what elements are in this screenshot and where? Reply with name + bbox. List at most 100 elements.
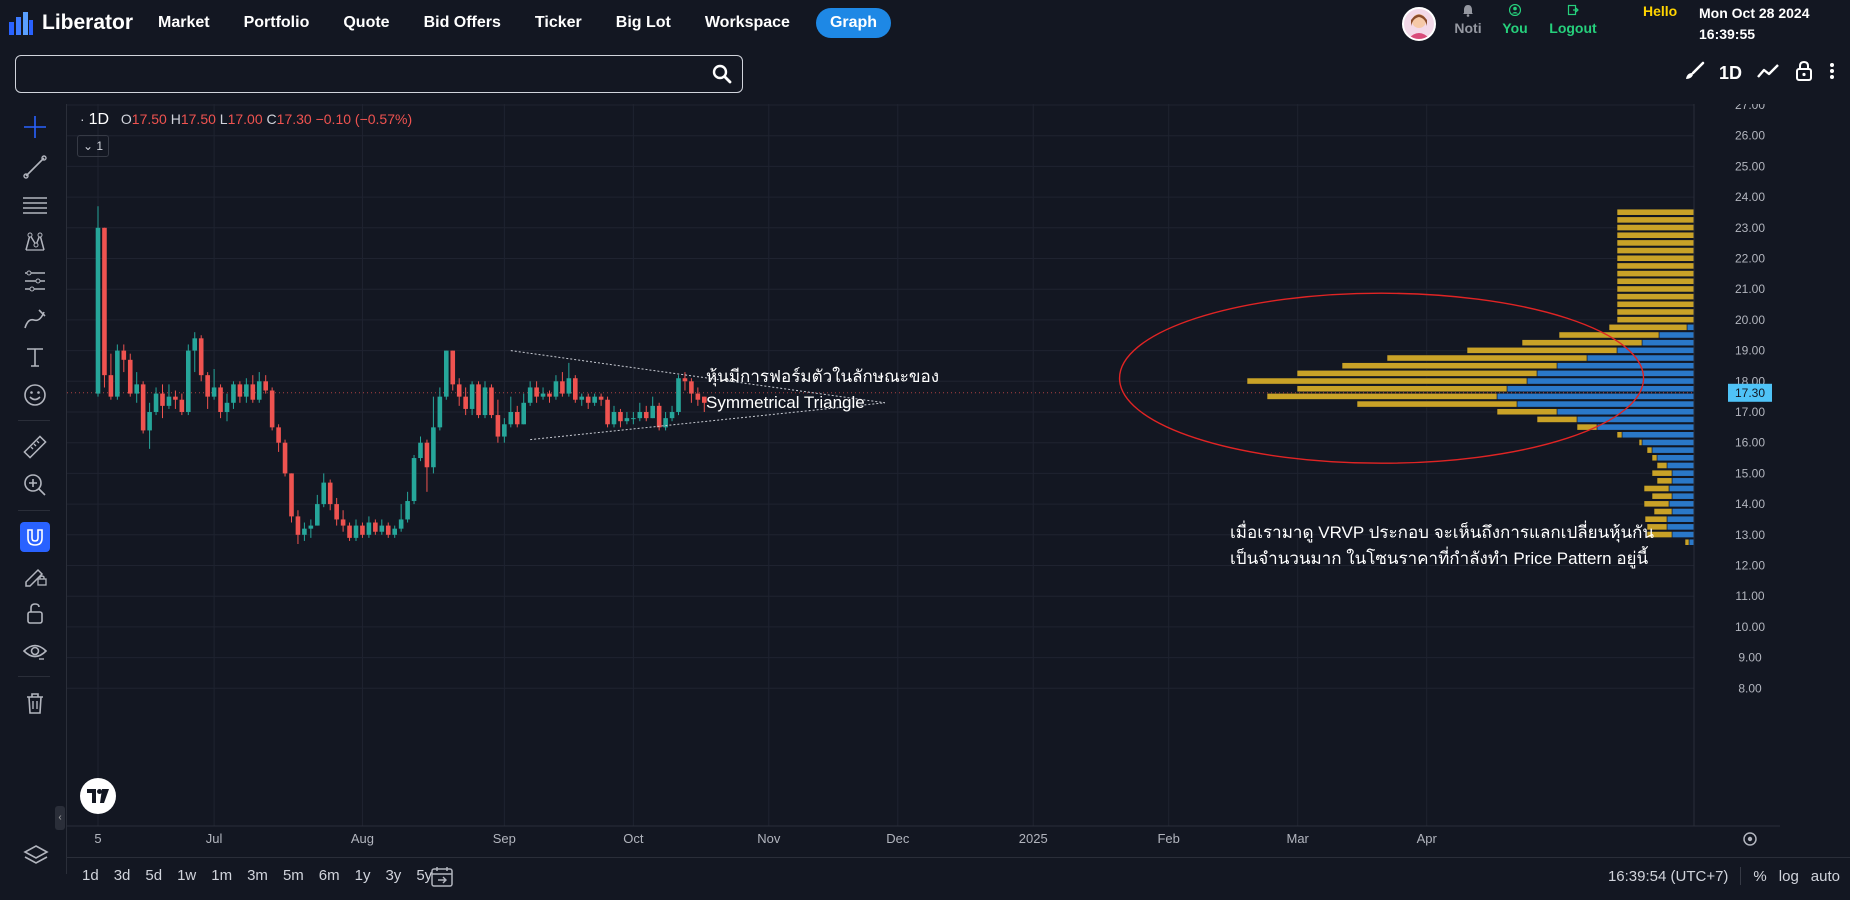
candle-body [392, 528, 397, 535]
volume-profile-bar-up [1666, 515, 1698, 523]
period-3m[interactable]: 3m [247, 867, 268, 884]
candle-body [211, 387, 217, 397]
lock-chart-icon[interactable] [1794, 60, 1814, 87]
lock-drawing-icon[interactable] [20, 560, 50, 590]
text-icon[interactable] [20, 342, 50, 372]
emoji-icon[interactable] [20, 380, 50, 410]
pattern-annotation[interactable]: หุ้นมีการฟอร์มตัวในลักษณะของ Symmetrical… [706, 364, 939, 416]
nav-ticker[interactable]: Ticker [534, 14, 582, 31]
period-1m[interactable]: 1m [211, 867, 233, 884]
logout-button[interactable]: Logout [1546, 4, 1600, 36]
volume-profile-bar-up [1576, 416, 1698, 423]
you-label: You [1502, 20, 1528, 36]
price-tick-label: 14.00 [1735, 497, 1765, 511]
candle-body [224, 402, 230, 412]
candle-body [631, 418, 636, 420]
price-scale[interactable] [1694, 104, 1780, 826]
pattern-icon[interactable] [20, 228, 50, 258]
volume-profile-bar-up [1641, 339, 1698, 347]
collapse-toolbar-button[interactable]: ‹ [55, 806, 65, 830]
brush-icon[interactable] [20, 304, 50, 334]
nav-workspace[interactable]: Workspace [704, 14, 790, 31]
crosshair-icon[interactable] [20, 112, 50, 142]
volume-profile-bar-up [1658, 331, 1698, 339]
noti-button[interactable]: Noti [1443, 4, 1493, 36]
price-tick-label: 9.00 [1738, 651, 1762, 665]
candle-body [315, 504, 320, 526]
candle-body [192, 338, 198, 351]
chart-area[interactable]: 27.00 26.00 25.00 24.00 23.00 22.00 21.00 20.00… [67, 104, 1780, 850]
volume-profile-bar-down [1638, 439, 1643, 446]
timeframe-button[interactable]: 1D [1718, 63, 1742, 83]
period-6m[interactable]: 6m [318, 867, 340, 884]
price-tick-label: 10.00 [1735, 620, 1765, 634]
nav-quote[interactable]: Quote [343, 14, 390, 31]
volume-profile-bar-down [1616, 308, 1698, 316]
volume-profile-bar-down [1616, 224, 1698, 231]
triangle-lower-line[interactable] [530, 402, 885, 441]
candle-body [624, 418, 630, 422]
volume-profile-bar-down [1246, 377, 1528, 385]
volume-profile-bar-down [1616, 285, 1698, 293]
zoom-icon[interactable] [20, 470, 50, 500]
candle-body [95, 227, 101, 394]
nav-big-lot[interactable]: Big Lot [615, 14, 671, 31]
unlock-icon[interactable] [20, 598, 50, 628]
period-3y[interactable]: 3y [385, 867, 402, 884]
period-5m[interactable]: 5m [282, 867, 304, 884]
log-scale-button[interactable]: log [1778, 867, 1799, 885]
calendar-goto-icon[interactable] [429, 864, 455, 890]
volume-profile-bar-down [1616, 277, 1698, 285]
ruler-icon[interactable] [20, 432, 50, 462]
user-icon [1490, 3, 1540, 20]
tradingview-logo-icon[interactable] [80, 778, 116, 814]
percent-scale-button[interactable]: % [1753, 867, 1767, 885]
nav-market[interactable]: Market [158, 14, 210, 31]
volume-profile-bar-down [1616, 247, 1698, 254]
volume-profile-bar-down [1616, 316, 1698, 324]
volume-profile-bar-down [1616, 270, 1698, 277]
settings-icon[interactable] [1743, 832, 1757, 846]
timezone-clock[interactable]: 16:39:54 (UTC+7) [1607, 867, 1729, 885]
fib-icon[interactable] [20, 190, 50, 220]
nav-graph[interactable]: Graph [815, 8, 892, 38]
trend-line-icon[interactable] [20, 152, 50, 182]
indicator-toggle-button[interactable]: ⌄ 1 [77, 135, 109, 157]
chart-type-line-icon[interactable] [1756, 61, 1780, 86]
magnet-icon[interactable] [20, 522, 50, 552]
triangle-upper-line[interactable] [510, 350, 885, 404]
price-chart[interactable]: 27.00 26.00 25.00 24.00 23.00 22.00 21.00 20.00… [67, 104, 1780, 850]
price-tick-label: 17.00 [1735, 405, 1765, 419]
period-1d[interactable]: 1d [82, 867, 99, 884]
candle-body [153, 393, 159, 412]
period-1y[interactable]: 1y [354, 867, 371, 884]
period-3d[interactable]: 3d [113, 867, 131, 884]
price-tick-label: 15.00 [1735, 466, 1765, 480]
search-input[interactable] [26, 62, 710, 88]
highlight-ellipse[interactable] [1118, 292, 1645, 464]
vrvp-annotation[interactable]: เมื่อเรามาดู VRVP ประกอบ จะเห็นถึงการแลก… [1230, 520, 1654, 572]
period-5y[interactable]: 5y [416, 867, 433, 884]
candle-body [289, 473, 294, 517]
brush-style-icon[interactable] [1683, 61, 1705, 86]
period-1w[interactable]: 1w [177, 867, 197, 884]
app-logo[interactable]: Liberator [8, 6, 133, 40]
eye-icon[interactable] [20, 636, 50, 666]
prediction-icon[interactable] [20, 266, 50, 296]
candle-body [411, 458, 417, 502]
more-options-icon[interactable] [1828, 61, 1836, 86]
nav-bid-offers[interactable]: Bid Offers [423, 14, 501, 31]
layers-icon[interactable] [22, 842, 50, 870]
legend-change: −0.10 (−0.57%) [315, 111, 413, 127]
period-5d[interactable]: 5d [145, 867, 163, 884]
auto-scale-button[interactable]: auto [1810, 867, 1840, 885]
nav-portfolio[interactable]: Portfolio [243, 14, 310, 31]
trash-icon[interactable] [20, 688, 50, 718]
avatar[interactable] [1402, 7, 1436, 41]
legend-high: 17.50 [180, 111, 216, 127]
time-scale[interactable] [67, 826, 1780, 850]
candle-body [269, 390, 275, 428]
you-button[interactable]: You [1490, 3, 1540, 36]
search-icon[interactable] [712, 64, 732, 84]
toolbar-divider [18, 420, 50, 421]
